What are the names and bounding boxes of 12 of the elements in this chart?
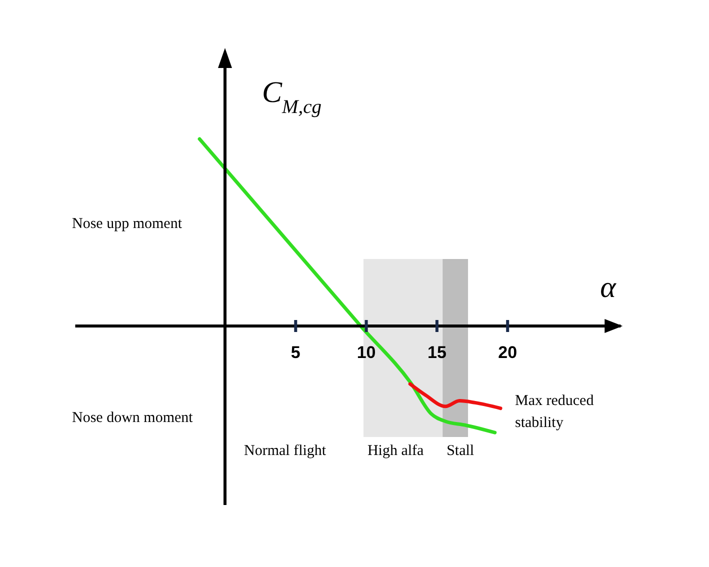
x-axis-title: α [600,271,618,304]
annotation: Nose down moment [72,410,194,426]
x-tick-label: 20 [498,343,518,362]
annotation: Nose upp moment [72,216,183,232]
x-tick-label: 5 [290,343,300,362]
annotation: Max reduced stability [515,393,594,431]
band-label: High alfa [367,443,424,459]
x-tick-label: 10 [356,343,376,362]
x-tick-label: 15 [427,343,446,362]
band-label: Stall [446,443,474,459]
text: Normal flight [244,443,327,459]
y-axis-title: C$_{M,cg}$ [262,76,322,118]
